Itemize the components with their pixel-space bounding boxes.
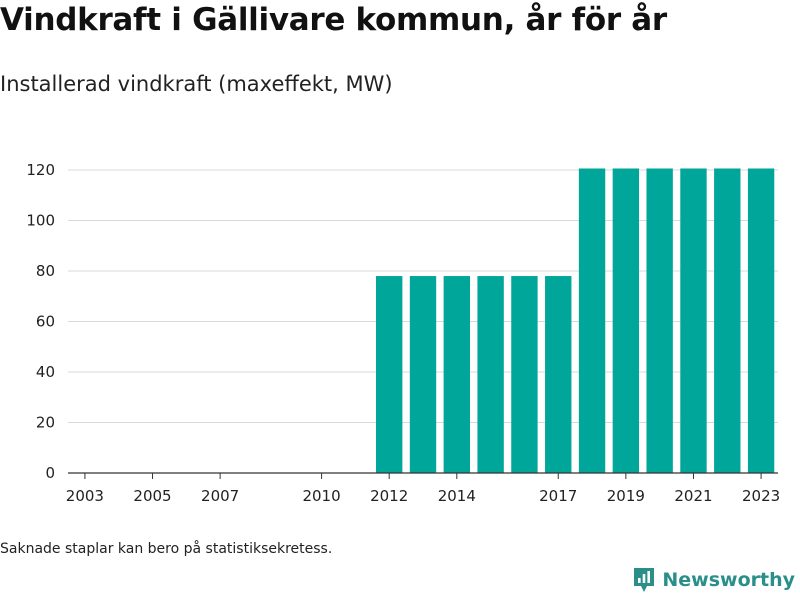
x-tick-label: 2010 (302, 487, 340, 505)
x-tick-label: 2005 (133, 487, 171, 505)
bars (376, 168, 775, 474)
x-tick-label: 2019 (607, 487, 645, 505)
brand[interactable]: Newsworthy (632, 566, 795, 594)
bar-2020 (646, 168, 673, 474)
x-tick-label: 2003 (66, 487, 104, 505)
chart-subtitle: Installerad vindkraft (maxeffekt, MW) (0, 72, 393, 96)
y-tick-label: 20 (36, 414, 55, 432)
bar-2015 (477, 276, 504, 473)
bar-2012 (376, 276, 403, 473)
bar-2022 (714, 168, 741, 474)
x-axis-ticks: 2003 2005 2007 2010 2012 2014 2017 2019 2021 2023 (66, 473, 780, 505)
bar-2023 (747, 168, 775, 474)
y-axis-tick-labels: 0 20 40 60 80 100 120 (26, 161, 55, 482)
y-tick-label: 80 (36, 262, 55, 280)
x-tick-label: 2014 (438, 487, 476, 505)
y-tick-label: 100 (26, 212, 55, 230)
x-tick-label: 2017 (539, 487, 577, 505)
bar-2014 (443, 276, 470, 473)
bar-2021 (680, 168, 707, 474)
bar-2013 (409, 276, 437, 473)
y-tick-label: 120 (26, 161, 55, 179)
bar-2017 (545, 276, 572, 473)
brand-name: Newsworthy (662, 569, 795, 591)
bar-chart: 2003 2005 2007 2010 2012 2014 2017 2019 2021 2023… (26, 161, 780, 505)
x-tick-label: 2007 (201, 487, 239, 505)
y-tick-label: 40 (36, 363, 55, 381)
x-tick-label: 2023 (742, 487, 780, 505)
bar-2019 (612, 168, 640, 474)
y-tick-label: 0 (45, 464, 55, 482)
newsworthy-logo-icon (634, 568, 655, 592)
chart-title: Vindkraft i Gällivare kommun, år för år (0, 2, 667, 38)
footnote: Saknade staplar kan bero på statistiksek… (0, 541, 333, 557)
bar-2018 (578, 168, 606, 474)
x-tick-label: 2012 (370, 487, 408, 505)
x-tick-label: 2021 (674, 487, 712, 505)
y-tick-label: 60 (36, 313, 55, 331)
bar-2016 (511, 276, 538, 473)
